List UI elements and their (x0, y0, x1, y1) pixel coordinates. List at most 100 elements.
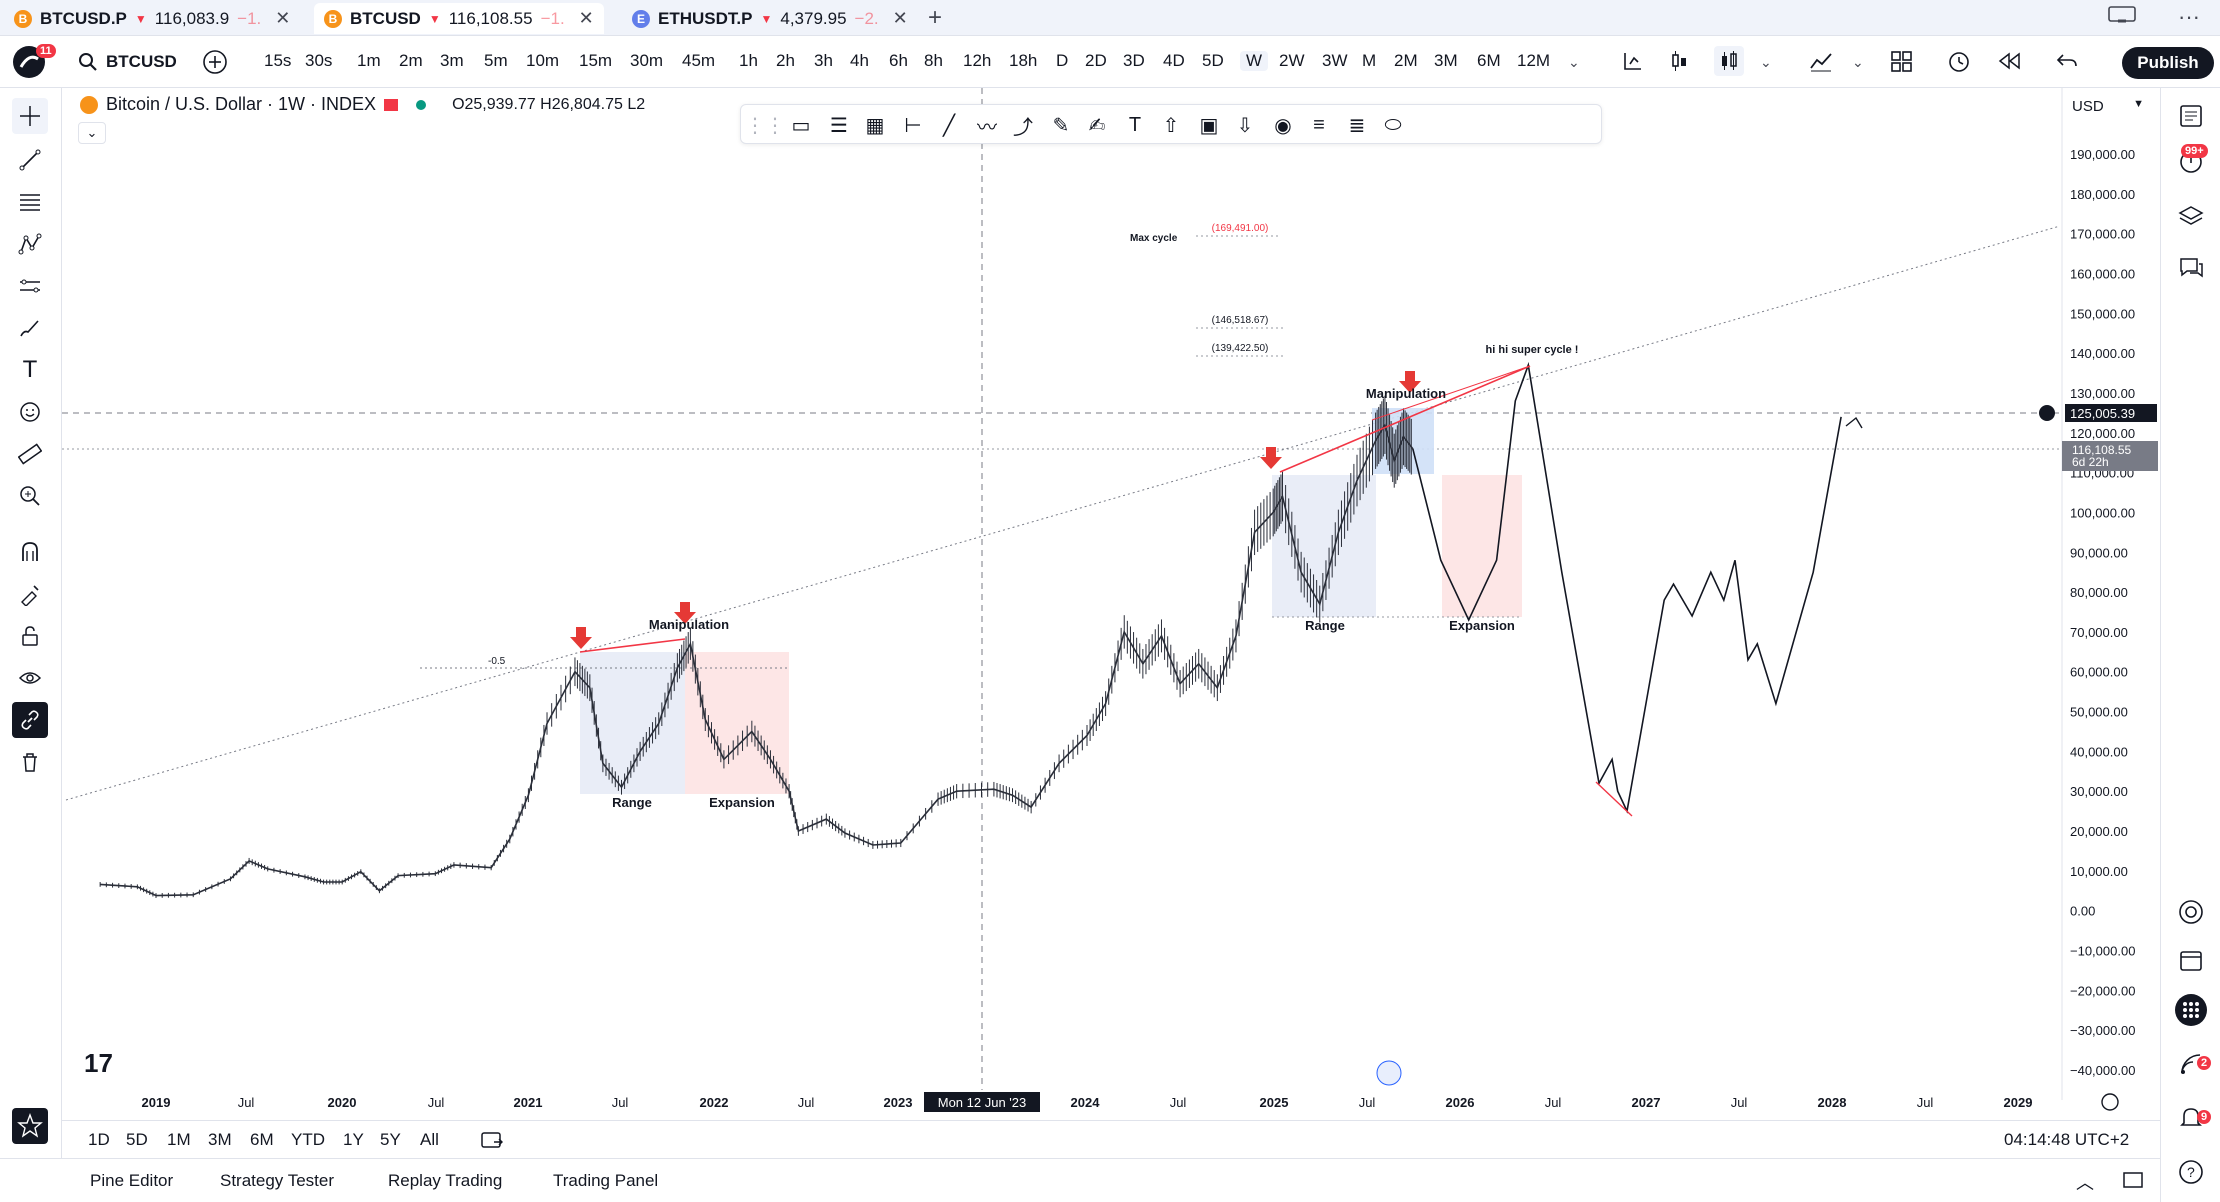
tab-replay-trading[interactable]: Replay Trading (388, 1171, 503, 1190)
lock-icon[interactable] (12, 618, 48, 654)
brush-icon[interactable]: ✎ (1052, 114, 1070, 137)
tab-pine-editor[interactable]: Pine Editor (90, 1171, 174, 1190)
close-icon[interactable]: ✕ (892, 8, 908, 28)
levels-icon[interactable]: ≣ (1348, 114, 1366, 137)
interval-30m[interactable]: 30m (630, 51, 664, 70)
ellipse-icon[interactable]: ⬭ (1384, 113, 1402, 136)
interval-d[interactable]: D (1056, 51, 1069, 70)
window-layout-icon[interactable] (2108, 6, 2136, 31)
legend-title[interactable]: Bitcoin / U.S. Dollar · 1W · INDEX (106, 94, 377, 114)
chart-pane[interactable]: 190,000.00 180,000.00 170,000.00 160,000.00… (62, 88, 2160, 1148)
trend-line-icon[interactable] (12, 142, 48, 178)
range-3m[interactable]: 3M (208, 1130, 232, 1149)
interval-5m[interactable]: 5m (484, 51, 508, 70)
chat-icon[interactable] (2175, 252, 2207, 284)
interval-3m[interactable]: 3M (1434, 51, 1458, 70)
range-ytd[interactable]: YTD (291, 1130, 325, 1149)
pattern-icon[interactable] (12, 226, 48, 262)
interval-1h[interactable]: 1h (739, 51, 758, 70)
flag-icon[interactable] (384, 98, 399, 111)
interval-10m[interactable]: 10m (526, 51, 560, 70)
eye-icon[interactable] (12, 660, 48, 696)
interval-5d[interactable]: 5D (1202, 51, 1224, 70)
goto-date-icon[interactable] (480, 1129, 504, 1156)
time-axis-settings-icon[interactable] (2101, 1093, 2119, 1111)
interval-w[interactable]: W (1240, 51, 1269, 71)
stay-in-drawing-mode-icon[interactable] (12, 576, 48, 612)
interval-15m[interactable]: 15m (579, 51, 613, 70)
line-icon[interactable]: ╱ (942, 114, 956, 137)
arrow-up-icon[interactable]: ⇧ (1162, 114, 1180, 137)
interval-3w[interactable]: 3W (1322, 51, 1348, 70)
price-chart[interactable]: 190,000.00 180,000.00 170,000.00 160,000.00… (62, 88, 2160, 1148)
interval-3d[interactable]: 3D (1123, 51, 1145, 70)
calendar-icon[interactable] (2175, 944, 2207, 976)
favorites-star-icon[interactable] (12, 1108, 48, 1144)
undo-icon[interactable] (2052, 46, 2082, 76)
interval-12h[interactable]: 12h (963, 51, 992, 70)
economic-event-icon[interactable] (1376, 1060, 1402, 1086)
range-all[interactable]: All (420, 1130, 439, 1149)
tab-btcusd[interactable]: B BTCUSD ▼ 116,108.55 −1. ✕ (314, 3, 604, 34)
arrow-down-icon[interactable]: ⇩ (1236, 114, 1254, 137)
tab-ethusdt-p[interactable]: E ETHUSDT.P ▼ 4,379.95 −2. ✕ (622, 3, 918, 34)
interval-12m[interactable]: 12M (1517, 51, 1551, 70)
alert-clock-icon[interactable] (1944, 46, 1974, 76)
interval-2d[interactable]: 2D (1085, 51, 1107, 70)
signal-icon[interactable] (2175, 1048, 2207, 1080)
compare-add-icon[interactable] (202, 46, 228, 78)
interval-6m[interactable]: 6M (1477, 51, 1501, 70)
apps-grid-icon[interactable] (2175, 994, 2207, 1026)
zoom-in-icon[interactable] (12, 478, 48, 514)
emoji-icon[interactable] (12, 394, 48, 430)
timezone-clock[interactable]: 04:14:48 UTC+2 (2004, 1130, 2130, 1149)
magnet-icon[interactable] (12, 534, 48, 570)
interval-dropdown-icon[interactable]: ⌄ (1568, 53, 1580, 70)
collapse-panel-icon[interactable]: ︿ (2076, 1173, 2094, 1193)
grid-icon[interactable]: ▦ (865, 114, 885, 137)
pen-icon[interactable]: ✍ (1088, 114, 1106, 137)
flag-pole-icon[interactable]: ⊢ (904, 114, 922, 137)
close-icon[interactable]: ✕ (578, 8, 594, 28)
interval-4h[interactable]: 4h (850, 51, 869, 70)
trash-icon[interactable] (12, 744, 48, 780)
interval-3m[interactable]: 3m (440, 51, 464, 70)
publish-button[interactable]: Publish (2122, 47, 2214, 79)
target-icon[interactable] (2175, 896, 2207, 928)
path-icon[interactable]: 〰 (977, 116, 997, 139)
close-icon[interactable]: ✕ (275, 8, 291, 28)
interval-8h[interactable]: 8h (924, 51, 943, 70)
drag-handle-icon[interactable]: ⋮⋮ (745, 114, 785, 137)
interval-45m[interactable]: 45m (682, 51, 716, 70)
tab-trading-panel[interactable]: Trading Panel (553, 1171, 659, 1190)
range-6m[interactable]: 6M (250, 1130, 274, 1149)
interval-18h[interactable]: 18h (1009, 51, 1038, 70)
more-options-icon[interactable]: ··· (2178, 4, 2200, 29)
crosshair-icon[interactable] (12, 98, 48, 134)
circle-icon[interactable]: ◉ (1274, 114, 1292, 137)
layers-icon[interactable] (2175, 200, 2207, 232)
bar-style-icon[interactable] (1664, 46, 1694, 76)
watchlist-icon[interactable] (2175, 100, 2207, 132)
chart-type-dropdown-icon[interactable]: ⌄ (1760, 53, 1772, 70)
candles-icon[interactable] (1714, 46, 1744, 76)
fib-retracement-icon[interactable] (12, 184, 48, 220)
interval-2h[interactable]: 2h (776, 51, 795, 70)
fib-lines-icon[interactable]: ☰ (830, 114, 848, 137)
tab-strategy-tester[interactable]: Strategy Tester (220, 1171, 335, 1190)
interval-1m[interactable]: 1m (357, 51, 381, 70)
interval-2m[interactable]: 2m (399, 51, 423, 70)
brush-icon[interactable] (12, 310, 48, 346)
new-tab-plus-icon[interactable]: + (928, 4, 943, 31)
range-1y[interactable]: 1Y (343, 1130, 364, 1149)
add-alert-plus-icon[interactable] (2039, 405, 2055, 421)
symbol-search[interactable]: BTCUSD (78, 46, 177, 78)
text-tool-icon[interactable]: T (22, 356, 38, 383)
layout-grid-icon[interactable] (1886, 46, 1916, 76)
rectangle-icon[interactable]: ▭ (791, 114, 811, 137)
interval-6h[interactable]: 6h (889, 51, 908, 70)
interval-3h[interactable]: 3h (814, 51, 833, 70)
range-1d[interactable]: 1D (88, 1130, 110, 1149)
replay-rewind-icon[interactable] (1994, 46, 2024, 76)
forecast-icon[interactable] (12, 268, 48, 304)
